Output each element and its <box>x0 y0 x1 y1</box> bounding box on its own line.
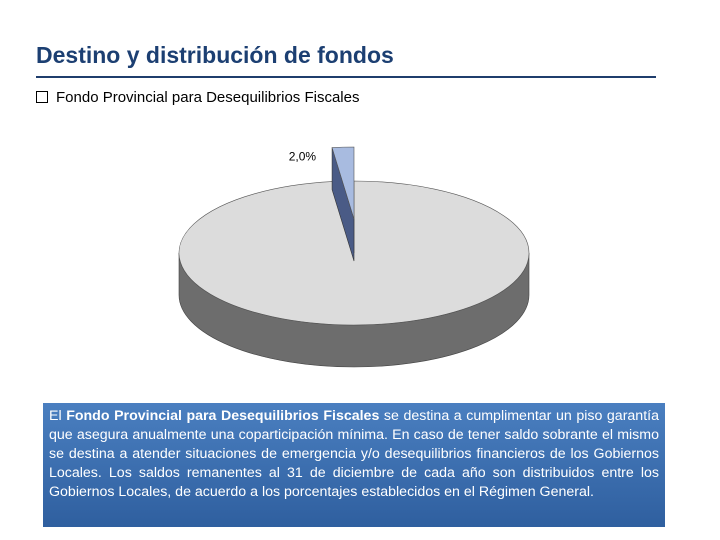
chart: 2,0% <box>178 146 530 368</box>
bullet: Fondo Provincial para Desequilibrios Fis… <box>36 89 359 106</box>
desc-lead: El <box>49 408 67 424</box>
desc-rest: se destina a cumplimentar un piso garant… <box>49 408 659 500</box>
title-rule <box>36 76 656 78</box>
description: El Fondo Provincial para Desequilibrios … <box>43 403 665 527</box>
desc-bold: Fondo Provincial para Desequilibrios Fis… <box>66 408 380 424</box>
slide-title: Destino y distribución de fondos <box>36 42 394 68</box>
value-label: 2,0% <box>289 150 317 164</box>
pie-slice <box>331 146 355 220</box>
subtitle: Fondo Provincial para Desequilibrios Fis… <box>56 89 360 106</box>
bullet-box <box>36 91 48 103</box>
